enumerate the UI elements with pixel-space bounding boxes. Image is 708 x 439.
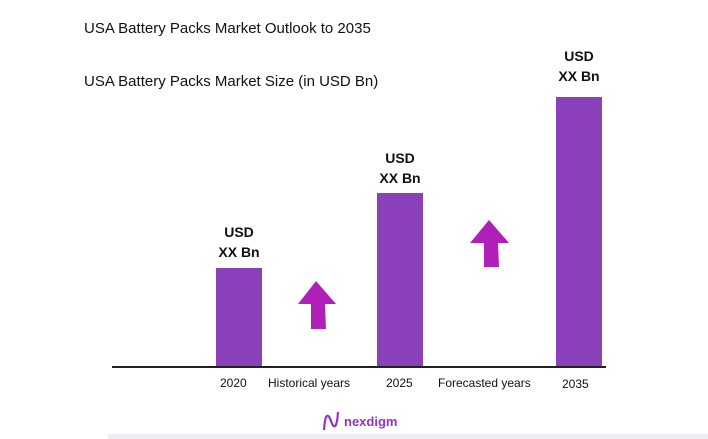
footer-band: [108, 434, 708, 439]
x-tick-2020: 2020: [220, 376, 247, 390]
data-label-line: USD: [564, 48, 594, 64]
data-label-line: XX Bn: [218, 244, 260, 260]
x-axis-line: [112, 366, 606, 368]
chart-subtitle: USA Battery Packs Market Size (in USD Bn…: [84, 73, 379, 90]
chart-title: USA Battery Packs Market Outlook to 2035: [84, 20, 371, 37]
data-label-line: XX Bn: [379, 170, 421, 186]
data-label-2035: USD XX Bn: [539, 46, 619, 86]
bar-2020: [216, 268, 262, 366]
data-label-2025: USD XX Bn: [360, 148, 440, 188]
x-tick-2025: 2025: [386, 376, 413, 390]
nexdigm-logo-icon: [322, 411, 340, 431]
annotation-forecasted: Forecasted years: [438, 376, 531, 390]
nexdigm-logo: nexdigm: [322, 410, 397, 432]
up-arrow-icon: [470, 220, 509, 267]
up-arrow-icon: [298, 281, 336, 329]
bar-2025: [377, 193, 423, 366]
annotation-historical: Historical years: [268, 376, 351, 390]
data-label-line: USD: [224, 224, 254, 240]
data-label-2020: USD XX Bn: [199, 222, 279, 262]
x-tick-2035: 2035: [562, 377, 589, 391]
data-label-line: XX Bn: [558, 68, 600, 84]
bar-2035: [556, 97, 602, 366]
data-label-line: USD: [385, 150, 415, 166]
logo-text: nexdigm: [344, 413, 398, 429]
